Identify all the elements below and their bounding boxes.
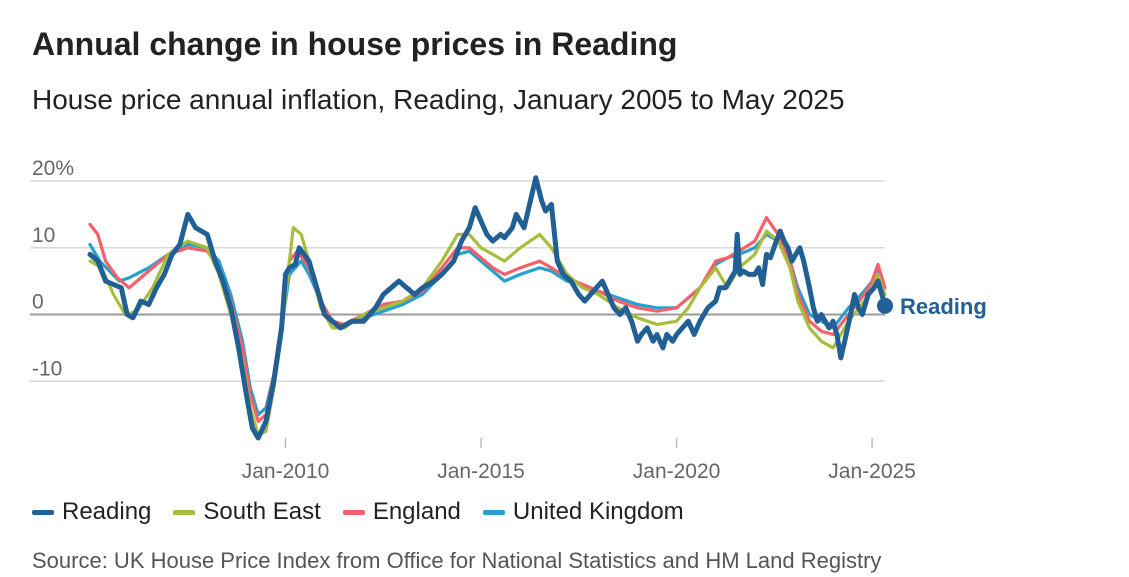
y-axis-ticks: 20% 10 0 -10 <box>32 157 74 380</box>
chart-title: Annual change in house prices in Reading <box>32 26 678 62</box>
legend-item-england: England <box>342 498 461 526</box>
legend-swatch <box>32 509 54 515</box>
line-chart: 20%100-10 Jan-2010 Jan-2015 Jan-2020 Jan-20… <box>30 157 987 480</box>
legend-item-united-kingdom: United Kingdom <box>482 498 684 526</box>
chart-subtitle: House price annual inflation, Reading, J… <box>32 84 845 115</box>
legend-swatch <box>482 509 505 515</box>
legend: Reading South East England United Kingdom <box>32 498 684 526</box>
legend-label: United Kingdom <box>512 498 684 525</box>
y-tick-label: 20% <box>32 157 74 180</box>
legend-swatch <box>342 509 365 515</box>
source-note: Source: UK House Price Index from Office… <box>32 548 882 573</box>
x-tick-label: Jan-2015 <box>437 460 525 480</box>
series-lines <box>87 175 888 441</box>
legend-item-reading: Reading <box>32 498 151 526</box>
x-axis-ticks: Jan-2010 Jan-2015 Jan-2020 Jan-2025 <box>242 438 916 480</box>
y-tick-label: -10 <box>32 357 62 380</box>
legend-item-south-east: South East <box>173 498 321 526</box>
legend-swatch <box>173 509 196 515</box>
legend-label: England <box>372 498 461 525</box>
series-line-reading <box>87 175 888 441</box>
end-point-marker <box>877 297 893 314</box>
x-tick-label: Jan-2020 <box>633 460 721 480</box>
x-tick-label: Jan-2010 <box>242 460 330 480</box>
legend-label: South East <box>203 498 321 525</box>
legend-label: Reading <box>62 498 152 525</box>
end-point-label: Reading <box>900 294 987 319</box>
y-tick-label: 10 <box>32 224 55 247</box>
x-tick-label: Jan-2025 <box>828 460 916 480</box>
y-tick-label: 0 <box>32 291 44 314</box>
end-annotation: Reading <box>877 294 987 319</box>
